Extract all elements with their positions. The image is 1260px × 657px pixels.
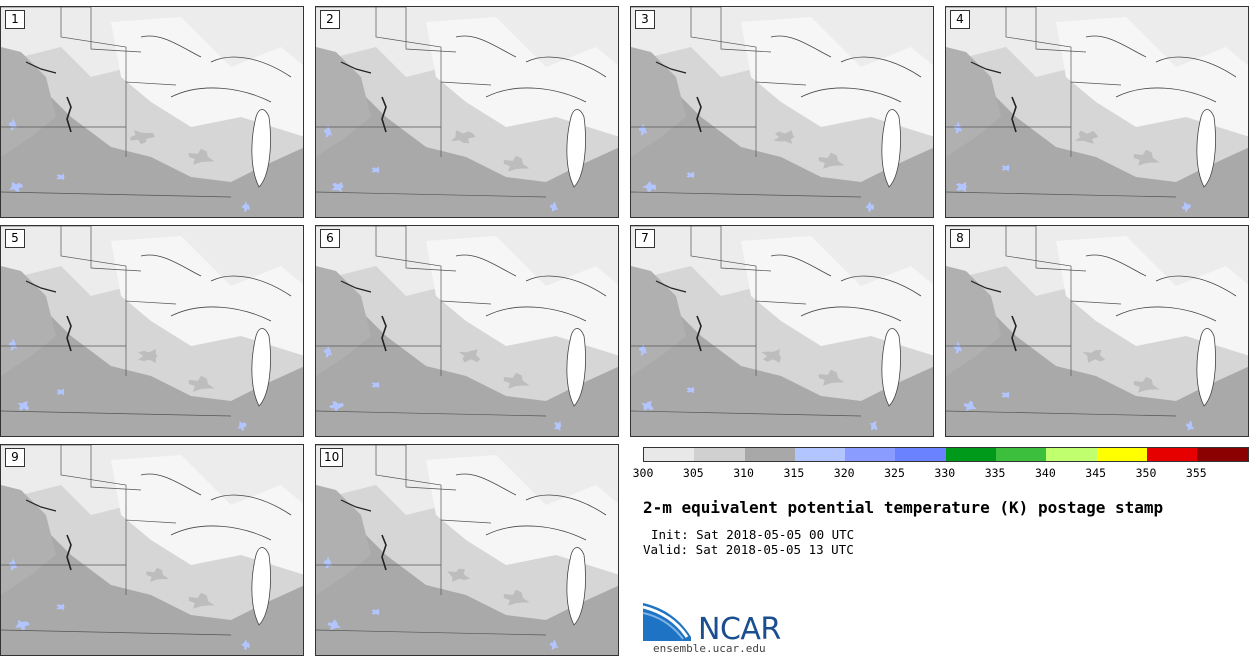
colorbar-segment [945, 448, 997, 461]
colorbar-tick-label: 320 [833, 466, 855, 480]
colorbar-tick-label: 345 [1085, 466, 1107, 480]
colorbar-tick-label: 300 [632, 466, 654, 480]
colorbar-segment [895, 448, 946, 461]
colorbar-segment [744, 448, 795, 461]
ensemble-member-panel: 2 [315, 6, 619, 218]
ncar-logo-icon [643, 603, 691, 641]
colorbar-tick-label: 340 [1035, 466, 1056, 480]
colorbar-tick-label: 330 [934, 466, 956, 480]
colorbar-segment [1096, 448, 1147, 461]
colorbar-tick-label: 315 [783, 466, 805, 480]
colorbar-tick-label: 310 [733, 466, 754, 480]
member-number-label: 8 [950, 229, 970, 248]
map-field [631, 7, 933, 217]
map-field [316, 445, 618, 655]
member-number-label: 6 [320, 229, 340, 248]
colorbar-segment [694, 448, 745, 461]
member-number-label: 3 [635, 10, 655, 29]
ensemble-member-panel: 5 [0, 225, 304, 437]
member-number-label: 10 [320, 448, 344, 467]
member-number-label: 7 [635, 229, 655, 248]
colorbar [643, 447, 1249, 462]
ensemble-member-panel: 7 [630, 225, 934, 437]
init-time: Init: Sat 2018-05-05 00 UTC [651, 527, 855, 542]
map-field [631, 226, 933, 436]
ensemble-member-panel: 4 [945, 6, 1249, 218]
logo-text: NCAR [698, 612, 781, 647]
map-field [946, 7, 1248, 217]
ensemble-member-panel: 10 [315, 444, 619, 656]
colorbar-tick-label: 325 [884, 466, 905, 480]
member-number-label: 1 [5, 10, 25, 29]
colorbar-segment [1046, 448, 1097, 461]
member-number-label: 9 [5, 448, 25, 467]
member-number-label: 4 [950, 10, 970, 29]
colorbar-segment [1197, 448, 1248, 461]
map-field [1, 445, 303, 655]
map-field [1, 226, 303, 436]
logo-url: ensemble.ucar.edu [653, 642, 766, 655]
ensemble-member-panel: 8 [945, 225, 1249, 437]
colorbar-tick-label: 350 [1135, 466, 1157, 480]
ensemble-member-panel: 9 [0, 444, 304, 656]
ensemble-member-panel: 6 [315, 225, 619, 437]
colorbar-segment [644, 448, 695, 461]
member-number-label: 2 [320, 10, 340, 29]
map-field [1, 7, 303, 217]
member-number-label: 5 [5, 229, 25, 248]
colorbar-segment [1146, 448, 1198, 461]
colorbar-tick-label: 355 [1185, 466, 1207, 480]
map-field [316, 7, 618, 217]
map-field [946, 226, 1248, 436]
colorbar-segment [794, 448, 846, 461]
colorbar-ticks: 300 305 310 315 320 325 330 335 340 345 350 355 [633, 466, 1253, 482]
map-field [316, 226, 618, 436]
colorbar-segment [996, 448, 1047, 461]
plot-title: 2-m equivalent potential temperature (K)… [643, 498, 1164, 517]
colorbar-tick-label: 335 [984, 466, 1006, 480]
colorbar-tick-label: 305 [682, 466, 704, 480]
valid-time: Valid: Sat 2018-05-05 13 UTC [643, 542, 854, 557]
ensemble-member-panel: 1 [0, 6, 304, 218]
colorbar-segment [845, 448, 896, 461]
ensemble-member-panel: 3 [630, 6, 934, 218]
